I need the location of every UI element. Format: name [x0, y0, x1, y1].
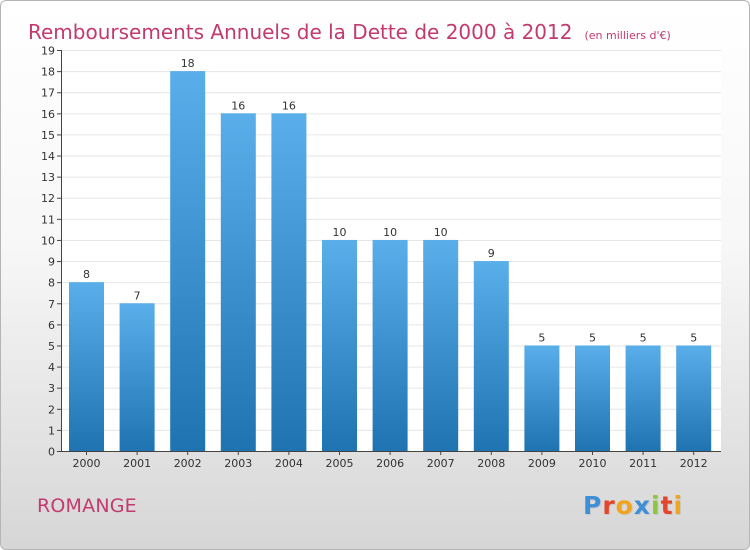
logo-letter: i [651, 491, 661, 520]
y-tick-label: 1 [48, 424, 55, 437]
bar [170, 71, 206, 452]
bar-value-label: 5 [640, 331, 647, 344]
y-tick-label: 12 [41, 192, 55, 205]
y-tick-label: 19 [41, 45, 55, 58]
x-tick-label: 2008 [477, 457, 505, 470]
y-tick-label: 14 [41, 150, 55, 163]
bar [473, 261, 509, 451]
bar-value-label: 9 [488, 247, 495, 260]
y-tick-label: 10 [41, 234, 55, 247]
logo-letter: t [660, 491, 674, 520]
x-tick-label: 2009 [528, 457, 556, 470]
x-tick-label: 2002 [174, 457, 202, 470]
bar-value-label: 16 [282, 99, 296, 112]
y-tick-label: 7 [48, 298, 55, 311]
y-tick-label: 9 [48, 256, 55, 269]
y-tick-label: 16 [41, 108, 55, 121]
y-tick-label: 11 [41, 213, 55, 226]
logo-letter: x [633, 491, 651, 520]
y-tick-label: 3 [48, 382, 55, 395]
bar-value-label: 5 [538, 331, 545, 344]
bar [322, 239, 357, 451]
y-tick-label: 0 [48, 446, 55, 459]
bar-value-label: 16 [231, 99, 245, 112]
bar [676, 345, 712, 451]
x-tick-label: 2007 [427, 457, 455, 470]
bar-value-label: 10 [434, 226, 448, 239]
y-tick-label: 2 [48, 403, 55, 416]
bar-value-label: 7 [134, 289, 141, 302]
y-tick-label: 17 [41, 87, 55, 100]
x-tick-label: 2010 [579, 457, 607, 470]
x-tick-label: 2003 [224, 457, 252, 470]
bar-value-label: 18 [181, 57, 195, 70]
x-tick-label: 2012 [680, 457, 708, 470]
chart-title: Remboursements Annuels de la Dette de 20… [28, 9, 671, 47]
bar-value-label: 10 [383, 226, 397, 239]
x-tick-label: 2000 [73, 457, 101, 470]
commune-name: ROMANGE [37, 495, 137, 517]
bar [372, 239, 408, 451]
y-tick-label: 4 [48, 361, 55, 374]
bar [271, 113, 307, 451]
x-tick-label: 2004 [275, 457, 303, 470]
bar-value-label: 8 [83, 268, 90, 281]
bar [625, 345, 661, 451]
proxiti-logo: Proxiti [583, 491, 683, 520]
bar [69, 282, 104, 451]
x-tick-label: 2011 [629, 457, 657, 470]
logo-letter: o [615, 491, 634, 520]
bar [423, 239, 459, 451]
bar [575, 345, 610, 451]
x-tick-label: 2005 [326, 457, 354, 470]
chart-title-text: Remboursements Annuels de la Dette de 20… [28, 20, 573, 44]
y-tick-label: 15 [41, 129, 55, 142]
logo-letter: P [583, 491, 603, 520]
bar [524, 345, 560, 451]
bar-value-label: 5 [690, 331, 697, 344]
unit-note: (en milliers d'€) [584, 29, 671, 42]
y-tick-label: 8 [48, 277, 55, 290]
y-tick-label: 6 [48, 319, 55, 332]
y-tick-label: 13 [41, 171, 55, 184]
bar [119, 303, 155, 451]
logo-letter: r [602, 491, 616, 520]
y-tick-label: 5 [48, 340, 55, 353]
bar-value-label: 5 [589, 331, 596, 344]
bar [220, 113, 256, 451]
x-tick-label: 2006 [376, 457, 404, 470]
bar-value-label: 10 [333, 226, 347, 239]
x-tick-label: 2001 [123, 457, 151, 470]
y-tick-label: 18 [41, 66, 55, 79]
logo-letter: i [673, 491, 684, 520]
